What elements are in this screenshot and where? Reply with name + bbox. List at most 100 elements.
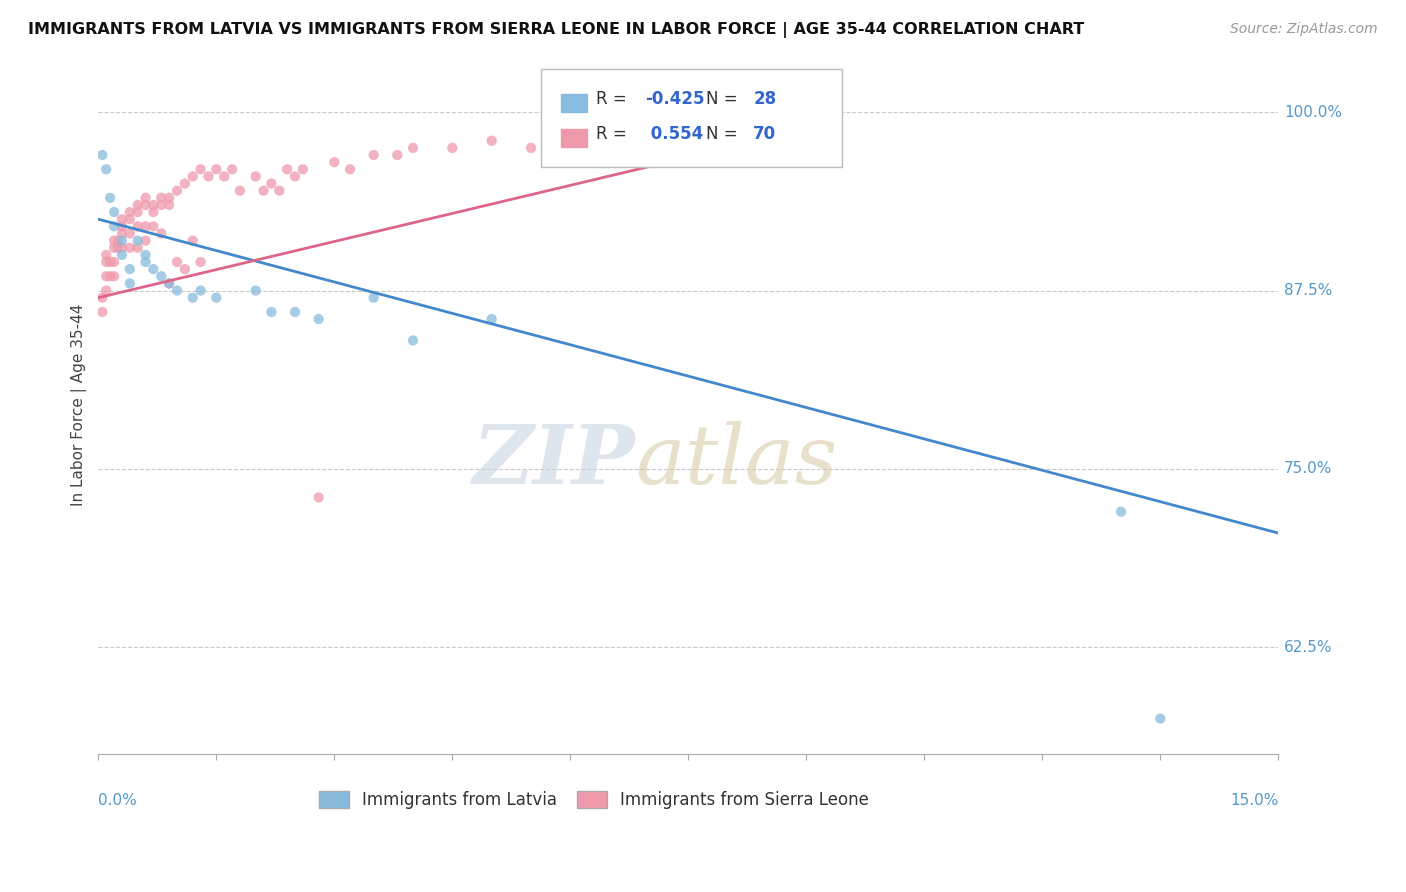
Point bbox=[103, 269, 125, 284]
Point bbox=[260, 305, 283, 319]
Bar bbox=[561, 128, 586, 147]
Point bbox=[107, 234, 129, 248]
Point bbox=[127, 198, 149, 212]
Point bbox=[308, 312, 330, 326]
Point bbox=[481, 312, 503, 326]
Point bbox=[127, 234, 149, 248]
Point bbox=[150, 227, 173, 241]
Point bbox=[363, 291, 385, 305]
Text: 28: 28 bbox=[754, 90, 776, 108]
Point bbox=[402, 141, 425, 155]
Point bbox=[166, 255, 188, 269]
Point bbox=[103, 219, 125, 234]
Point bbox=[91, 148, 114, 162]
Point bbox=[245, 284, 267, 298]
Point bbox=[402, 334, 425, 348]
Text: R =: R = bbox=[596, 90, 633, 108]
Point bbox=[111, 212, 134, 227]
Point bbox=[363, 148, 385, 162]
Point bbox=[118, 277, 141, 291]
Point bbox=[107, 241, 129, 255]
Text: 100.0%: 100.0% bbox=[1284, 104, 1343, 120]
Point bbox=[98, 269, 121, 284]
Point bbox=[150, 198, 173, 212]
Point bbox=[291, 162, 314, 177]
Point bbox=[157, 191, 180, 205]
FancyBboxPatch shape bbox=[541, 69, 842, 167]
Point bbox=[339, 162, 361, 177]
Y-axis label: In Labor Force | Age 35-44: In Labor Force | Age 35-44 bbox=[72, 303, 87, 506]
Point bbox=[284, 305, 307, 319]
Text: 0.554: 0.554 bbox=[645, 125, 703, 143]
Point bbox=[308, 491, 330, 505]
Point bbox=[142, 198, 165, 212]
Point bbox=[1149, 712, 1171, 726]
Point bbox=[181, 169, 204, 184]
Point bbox=[142, 205, 165, 219]
Point bbox=[173, 177, 195, 191]
Text: ZIP: ZIP bbox=[472, 421, 636, 500]
Point bbox=[150, 269, 173, 284]
Point bbox=[441, 141, 464, 155]
Point bbox=[127, 219, 149, 234]
Point bbox=[103, 241, 125, 255]
Point bbox=[118, 205, 141, 219]
Point bbox=[103, 255, 125, 269]
Point bbox=[135, 219, 157, 234]
Point bbox=[269, 184, 291, 198]
Point bbox=[229, 184, 252, 198]
Point bbox=[638, 120, 661, 134]
Point bbox=[111, 248, 134, 262]
Point bbox=[98, 191, 121, 205]
Text: N =: N = bbox=[706, 90, 742, 108]
Point bbox=[181, 234, 204, 248]
Point bbox=[520, 141, 543, 155]
Text: 87.5%: 87.5% bbox=[1284, 283, 1333, 298]
Point bbox=[118, 212, 141, 227]
Text: 15.0%: 15.0% bbox=[1230, 793, 1278, 808]
Point bbox=[118, 262, 141, 277]
Point bbox=[96, 162, 118, 177]
Text: Source: ZipAtlas.com: Source: ZipAtlas.com bbox=[1230, 22, 1378, 37]
Point bbox=[481, 134, 503, 148]
Point bbox=[135, 191, 157, 205]
Point bbox=[135, 248, 157, 262]
Point bbox=[560, 127, 582, 141]
Point bbox=[91, 291, 114, 305]
Text: N =: N = bbox=[706, 125, 742, 143]
Point bbox=[135, 234, 157, 248]
Point bbox=[111, 219, 134, 234]
Point bbox=[135, 198, 157, 212]
Point bbox=[166, 184, 188, 198]
Text: -0.425: -0.425 bbox=[645, 90, 704, 108]
Point bbox=[96, 248, 118, 262]
Point bbox=[103, 205, 125, 219]
Text: atlas: atlas bbox=[636, 421, 838, 500]
Text: 0.0%: 0.0% bbox=[98, 793, 138, 808]
Point bbox=[127, 205, 149, 219]
Point bbox=[212, 169, 235, 184]
Point bbox=[252, 184, 274, 198]
Point bbox=[245, 169, 267, 184]
Point bbox=[205, 162, 228, 177]
Point bbox=[111, 241, 134, 255]
Point bbox=[387, 148, 409, 162]
Point bbox=[98, 255, 121, 269]
Point bbox=[190, 255, 212, 269]
Point bbox=[190, 284, 212, 298]
Point bbox=[142, 219, 165, 234]
Point bbox=[284, 169, 307, 184]
Point bbox=[157, 277, 180, 291]
Point bbox=[91, 305, 114, 319]
Point bbox=[135, 255, 157, 269]
Point bbox=[150, 191, 173, 205]
Point bbox=[96, 255, 118, 269]
Point bbox=[111, 234, 134, 248]
Point bbox=[111, 227, 134, 241]
Text: 75.0%: 75.0% bbox=[1284, 461, 1333, 476]
Point bbox=[276, 162, 298, 177]
Point bbox=[103, 234, 125, 248]
Point bbox=[96, 269, 118, 284]
Point bbox=[1109, 505, 1132, 519]
Point bbox=[127, 241, 149, 255]
